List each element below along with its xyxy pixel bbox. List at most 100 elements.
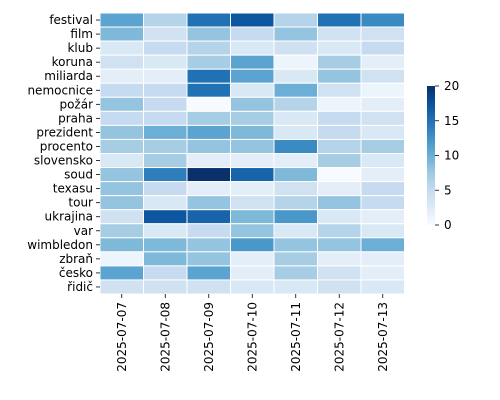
heatmap-cell (273, 40, 318, 56)
row-label: praha (58, 111, 93, 125)
heatmap-cell (317, 279, 362, 295)
heatmap-cell (186, 167, 231, 183)
heatmap-cell (143, 26, 188, 42)
row-labels: festivalfilmklubkorunamiliardanemocnicep… (27, 13, 100, 294)
row-label: miliarda (44, 69, 93, 83)
heatmap-cell (273, 167, 318, 183)
heatmap-cell (230, 153, 275, 169)
heatmap-cell (143, 68, 188, 84)
heatmap-cell (273, 279, 318, 295)
heatmap-cell (360, 54, 405, 70)
heatmap-cell (143, 12, 188, 28)
heatmap-cell (186, 279, 231, 295)
heatmap-cell (273, 251, 318, 267)
heatmap-cell (99, 82, 144, 98)
heatmap-cell (317, 138, 362, 154)
heatmap-cell (317, 12, 362, 28)
heatmap-cell (273, 96, 318, 112)
heatmap-cell (143, 138, 188, 154)
row-label: nemocnice (27, 83, 93, 97)
heatmap-cell (99, 181, 144, 197)
colorbar-tick-label: 15 (444, 114, 459, 128)
heatmap-cell (317, 124, 362, 140)
heatmap-cell (99, 223, 144, 239)
heatmap-cell (143, 82, 188, 98)
heatmap-cell (99, 265, 144, 281)
heatmap-cell (186, 209, 231, 225)
heatmap-cell (99, 195, 144, 211)
heatmap-cell (317, 195, 362, 211)
heatmap-cell (99, 110, 144, 126)
heatmap-cell (186, 96, 231, 112)
heatmap-cell (230, 26, 275, 42)
heatmap-cell (99, 68, 144, 84)
heatmap-cell (230, 96, 275, 112)
heatmap-cell (99, 124, 144, 140)
heatmap-cell (186, 251, 231, 267)
colorbar-tick-label: 0 (444, 218, 452, 232)
row-label: film (70, 27, 93, 41)
heatmap-cell (317, 110, 362, 126)
heatmap-cell (186, 153, 231, 169)
heatmap-cell (143, 181, 188, 197)
heatmap-cell (317, 68, 362, 84)
heatmap-cell (360, 110, 405, 126)
heatmap-cell (317, 153, 362, 169)
heatmap-cell (143, 96, 188, 112)
heatmap-cell (273, 223, 318, 239)
heatmap-cell (230, 40, 275, 56)
row-label: prezident (36, 125, 93, 139)
heatmap-cell (273, 181, 318, 197)
row-label: texasu (53, 182, 93, 196)
row-label: koruna (52, 55, 93, 69)
row-label: procento (40, 139, 93, 153)
heatmap-cell (186, 223, 231, 239)
heatmap-cell (360, 96, 405, 112)
heatmap-cell (143, 124, 188, 140)
colorbar-tick-label: 20 (444, 79, 459, 93)
heatmap-cell (230, 251, 275, 267)
heatmap-cell (99, 167, 144, 183)
heatmap-cell (360, 167, 405, 183)
colorbar: 0 5 10 15 20 (427, 79, 459, 232)
row-label: ukrajina (45, 210, 93, 224)
column-label: 2025-07-12 (332, 302, 346, 372)
heatmap-cell (230, 279, 275, 295)
heatmap-cell (317, 82, 362, 98)
heatmap-cell (360, 124, 405, 140)
heatmap-cell (143, 54, 188, 70)
row-label: řidič (67, 280, 93, 294)
heatmap-cell (143, 110, 188, 126)
heatmap-cell (273, 237, 318, 253)
heatmap-cell (99, 237, 144, 253)
heatmap-cell (360, 138, 405, 154)
heatmap-cell (230, 265, 275, 281)
row-label: požár (59, 97, 93, 111)
heatmap-cell (186, 68, 231, 84)
heatmap-cell (186, 124, 231, 140)
heatmap-cell (317, 167, 362, 183)
heatmap-cells (99, 12, 405, 295)
heatmap-cell (99, 40, 144, 56)
heatmap-cell (273, 138, 318, 154)
heatmap-cell (230, 68, 275, 84)
heatmap-cell (273, 195, 318, 211)
colorbar-tick-label: 10 (444, 149, 459, 163)
heatmap-cell (186, 265, 231, 281)
heatmap-cell (360, 40, 405, 56)
heatmap-cell (186, 110, 231, 126)
heatmap-cell (273, 209, 318, 225)
heatmap-cell (360, 195, 405, 211)
heatmap-cell (230, 124, 275, 140)
heatmap-cell (360, 68, 405, 84)
heatmap-cell (143, 265, 188, 281)
heatmap-cell (317, 251, 362, 267)
heatmap-cell (317, 40, 362, 56)
heatmap-cell (186, 12, 231, 28)
heatmap-cell (143, 167, 188, 183)
column-label: 2025-07-11 (289, 302, 303, 372)
heatmap-cell (273, 12, 318, 28)
heatmap-cell (360, 153, 405, 169)
heatmap-cell (360, 82, 405, 98)
